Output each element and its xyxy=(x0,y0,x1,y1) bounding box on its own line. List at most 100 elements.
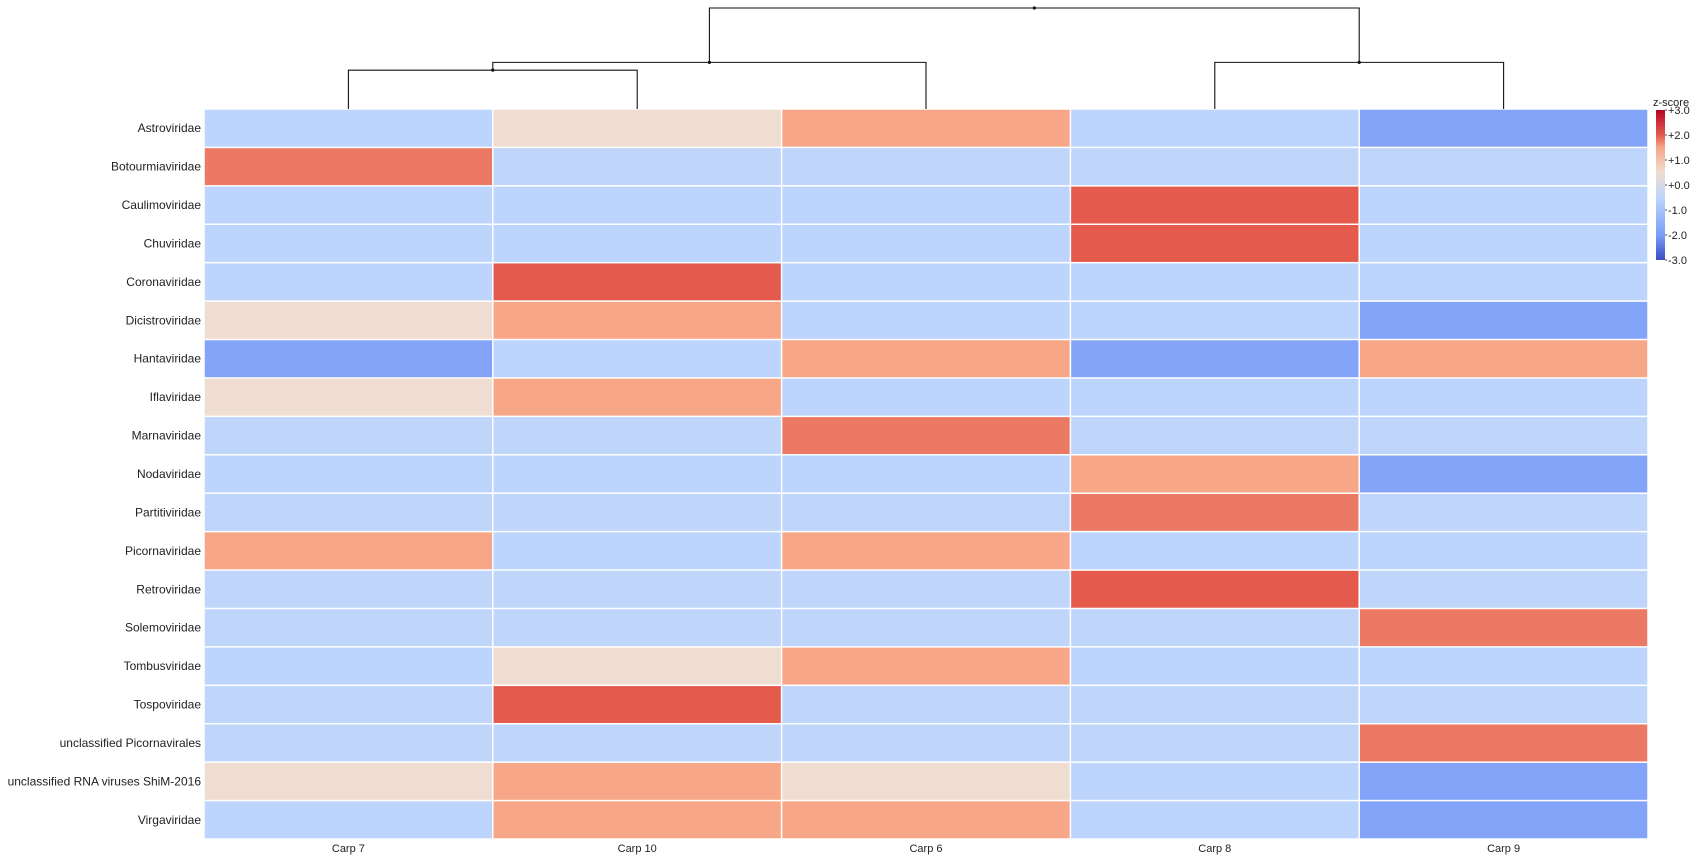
cell-hantaviridae-carp-9 xyxy=(1359,340,1648,378)
column-label-carp-9: Carp 9 xyxy=(1487,843,1520,855)
legend-tick-label: +2.0 xyxy=(1668,130,1690,142)
legend-tick-label: +1.0 xyxy=(1668,155,1690,167)
cell-tospoviridae-carp-6 xyxy=(782,686,1070,723)
column-label-carp-7: Carp 7 xyxy=(332,843,365,855)
cell-astroviridae-carp-6 xyxy=(782,109,1070,147)
cell-iflaviridae-carp-6 xyxy=(782,378,1070,416)
cell-iflaviridae-carp-7 xyxy=(204,378,493,416)
cell-caulimoviridae-carp-8 xyxy=(1071,186,1359,224)
cell-picornaviridae-carp-7 xyxy=(204,532,493,570)
column-label-carp-10: Carp 10 xyxy=(618,843,657,855)
cell-nodaviridae-carp-6 xyxy=(782,455,1070,493)
cell-unclassified-picornavirales-carp-7 xyxy=(204,724,493,762)
row-label-retroviridae: Retroviridae xyxy=(136,582,201,596)
cell-marnaviridae-carp-8 xyxy=(1071,417,1359,455)
cell-partitiviridae-carp-6 xyxy=(782,493,1070,531)
cell-retroviridae-carp-9 xyxy=(1359,570,1648,608)
cell-partitiviridae-carp-7 xyxy=(204,493,493,531)
row-labels: Astroviridae Botourmiaviridae Caulimovirid… xyxy=(8,121,202,827)
cell-tombusviridae-carp-9 xyxy=(1359,647,1648,685)
cell-iflaviridae-carp-9 xyxy=(1359,378,1648,416)
legend-title: z-score xyxy=(1653,97,1689,109)
cell-chuviridae-carp-6 xyxy=(782,225,1070,262)
dendrogram-node-2 xyxy=(1357,60,1361,64)
row-label-dicistroviridae: Dicistroviridae xyxy=(126,313,202,327)
cell-nodaviridae-carp-8 xyxy=(1071,455,1359,493)
cell-botourmiaviridae-carp-8 xyxy=(1071,148,1359,186)
cell-marnaviridae-carp-6 xyxy=(782,417,1070,455)
row-label-unclassified-picornavirales: unclassified Picornavirales xyxy=(60,736,201,750)
cell-coronaviridae-carp-9 xyxy=(1359,263,1648,301)
cell-unclassified-picornavirales-carp-6 xyxy=(782,724,1070,762)
column-dendrogram xyxy=(347,6,1505,109)
cell-astroviridae-carp-7 xyxy=(204,109,493,147)
cell-retroviridae-carp-7 xyxy=(204,570,493,608)
cell-iflaviridae-carp-8 xyxy=(1071,378,1359,416)
row-label-partitiviridae: Partitiviridae xyxy=(135,505,201,519)
cell-picornaviridae-carp-9 xyxy=(1359,532,1648,570)
row-label-hantaviridae: Hantaviridae xyxy=(134,352,202,366)
cell-unclassified-rna-viruses-shim-2016-carp-6 xyxy=(782,762,1070,800)
cell-retroviridae-carp-6 xyxy=(782,570,1070,608)
cell-caulimoviridae-carp-6 xyxy=(782,186,1070,224)
cell-tospoviridae-carp-10 xyxy=(493,686,781,723)
cell-astroviridae-carp-8 xyxy=(1071,109,1359,147)
cell-picornaviridae-carp-10 xyxy=(493,532,781,570)
column-labels: Carp 7 Carp 10 Carp 6 Carp 8 Carp 9 xyxy=(332,843,1520,855)
cell-unclassified-picornavirales-carp-9 xyxy=(1359,724,1648,762)
cell-unclassified-picornavirales-carp-8 xyxy=(1071,724,1359,762)
cell-astroviridae-carp-9 xyxy=(1359,109,1648,147)
cell-unclassified-picornavirales-carp-10 xyxy=(493,724,781,762)
cell-hantaviridae-carp-10 xyxy=(493,340,781,378)
cell-solemoviridae-carp-7 xyxy=(204,609,493,647)
cell-tombusviridae-carp-7 xyxy=(204,647,493,685)
cell-botourmiaviridae-carp-6 xyxy=(782,148,1070,186)
legend-tick-label: -1.0 xyxy=(1668,205,1687,217)
cell-virgaviridae-carp-6 xyxy=(782,801,1070,839)
row-label-botourmiaviridae: Botourmiaviridae xyxy=(111,160,201,174)
color-legend: z-score +3.0 +2.0 +1.0 +0.0 -1.0 -2.0 -3.0 xyxy=(1653,97,1690,267)
cell-tospoviridae-carp-8 xyxy=(1071,686,1359,723)
cell-caulimoviridae-carp-10 xyxy=(493,186,781,224)
cell-hantaviridae-carp-6 xyxy=(782,340,1070,378)
row-label-caulimoviridae: Caulimoviridae xyxy=(122,198,202,212)
cell-chuviridae-carp-8 xyxy=(1071,225,1359,262)
cell-unclassified-rna-viruses-shim-2016-carp-9 xyxy=(1359,762,1648,800)
row-label-chuviridae: Chuviridae xyxy=(144,236,202,250)
row-label-tospoviridae: Tospoviridae xyxy=(134,698,202,712)
cell-solemoviridae-carp-6 xyxy=(782,609,1070,647)
cell-marnaviridae-carp-9 xyxy=(1359,417,1648,455)
cell-chuviridae-carp-10 xyxy=(493,225,781,262)
cell-marnaviridae-carp-7 xyxy=(204,417,493,455)
cell-iflaviridae-carp-10 xyxy=(493,378,781,416)
legend-color-bar xyxy=(1656,110,1665,260)
cell-unclassified-rna-viruses-shim-2016-carp-10 xyxy=(493,762,781,800)
legend-ticks: +3.0 +2.0 +1.0 +0.0 -1.0 -2.0 -3.0 xyxy=(1665,105,1690,267)
cell-coronaviridae-carp-7 xyxy=(204,263,493,301)
cell-hantaviridae-carp-8 xyxy=(1071,340,1359,378)
cell-dicistroviridae-carp-9 xyxy=(1359,301,1648,339)
cell-nodaviridae-carp-7 xyxy=(204,455,493,493)
cell-astroviridae-carp-10 xyxy=(493,109,781,147)
row-label-nodaviridae: Nodaviridae xyxy=(137,467,201,481)
cell-unclassified-rna-viruses-shim-2016-carp-8 xyxy=(1071,762,1359,800)
dendrogram-branch-3 xyxy=(492,61,927,109)
row-label-marnaviridae: Marnaviridae xyxy=(132,429,202,443)
cell-caulimoviridae-carp-9 xyxy=(1359,186,1648,224)
row-label-unclassified-rna-viruses-shim-2016: unclassified RNA viruses ShiM-2016 xyxy=(8,774,202,788)
cell-picornaviridae-carp-8 xyxy=(1071,532,1359,570)
row-label-astroviridae: Astroviridae xyxy=(138,121,202,135)
cell-partitiviridae-carp-9 xyxy=(1359,493,1648,531)
row-label-solemoviridae: Solemoviridae xyxy=(125,621,201,635)
cell-tombusviridae-carp-10 xyxy=(493,647,781,685)
cell-dicistroviridae-carp-6 xyxy=(782,301,1070,339)
row-label-iflaviridae: Iflaviridae xyxy=(150,390,202,404)
dendrogram-branch-1 xyxy=(347,69,638,109)
row-label-tombusviridae: Tombusviridae xyxy=(124,659,202,673)
cell-virgaviridae-carp-7 xyxy=(204,801,493,839)
cell-solemoviridae-carp-10 xyxy=(493,609,781,647)
cell-retroviridae-carp-10 xyxy=(493,570,781,608)
cell-botourmiaviridae-carp-10 xyxy=(493,148,781,186)
